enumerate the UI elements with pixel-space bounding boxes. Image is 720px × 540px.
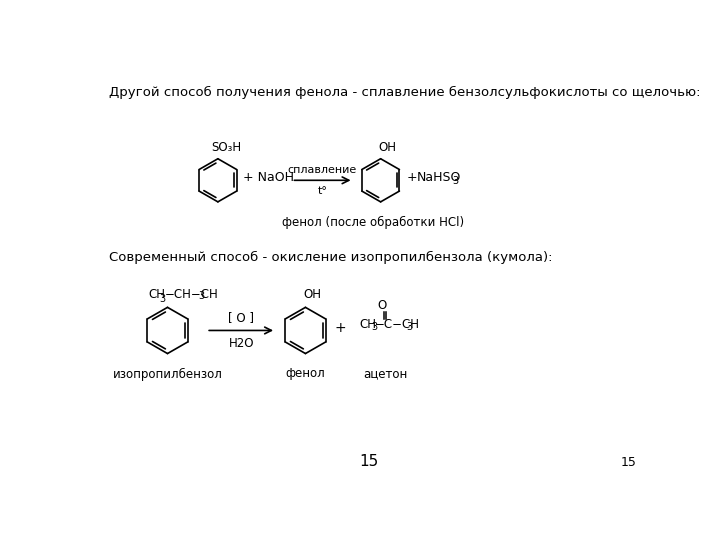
Text: Современный способ - окисление изопропилбензола (кумола):: Современный способ - окисление изопропил… [109,251,553,264]
Text: [ O ]: [ O ] [228,311,254,325]
Text: 3: 3 [199,291,204,301]
Text: H2O: H2O [228,336,254,349]
Text: Другой способ получения фенола - сплавление бензолсульфокислоты со щелочью:: Другой способ получения фенола - сплавле… [109,86,701,99]
Text: 3: 3 [452,176,458,186]
Text: SO₃H: SO₃H [212,141,242,154]
Text: +: + [335,321,346,335]
Text: NaHSO: NaHSO [416,172,461,185]
Text: 3: 3 [406,322,413,332]
Text: CH: CH [360,318,377,331]
Text: OH: OH [378,141,396,154]
Text: сплавление: сплавление [288,165,357,175]
Text: 15: 15 [621,456,636,469]
Text: OH: OH [303,288,321,301]
Text: фенол: фенол [286,367,325,380]
Text: фенол (после обработки HCl): фенол (после обработки HCl) [282,215,464,229]
Text: изопропилбензол: изопропилбензол [112,367,222,381]
Text: ацетон: ацетон [363,367,408,380]
Text: O: O [377,299,387,312]
Text: CH: CH [148,288,165,301]
Text: −CH−CH: −CH−CH [165,288,219,301]
Text: 3: 3 [160,294,166,304]
Text: + NaOH: + NaOH [243,172,294,185]
Text: t°: t° [318,186,328,195]
Text: 15: 15 [359,454,379,469]
Text: −C−CH: −C−CH [375,318,420,331]
Text: 3: 3 [372,322,377,332]
Text: +: + [406,172,417,185]
